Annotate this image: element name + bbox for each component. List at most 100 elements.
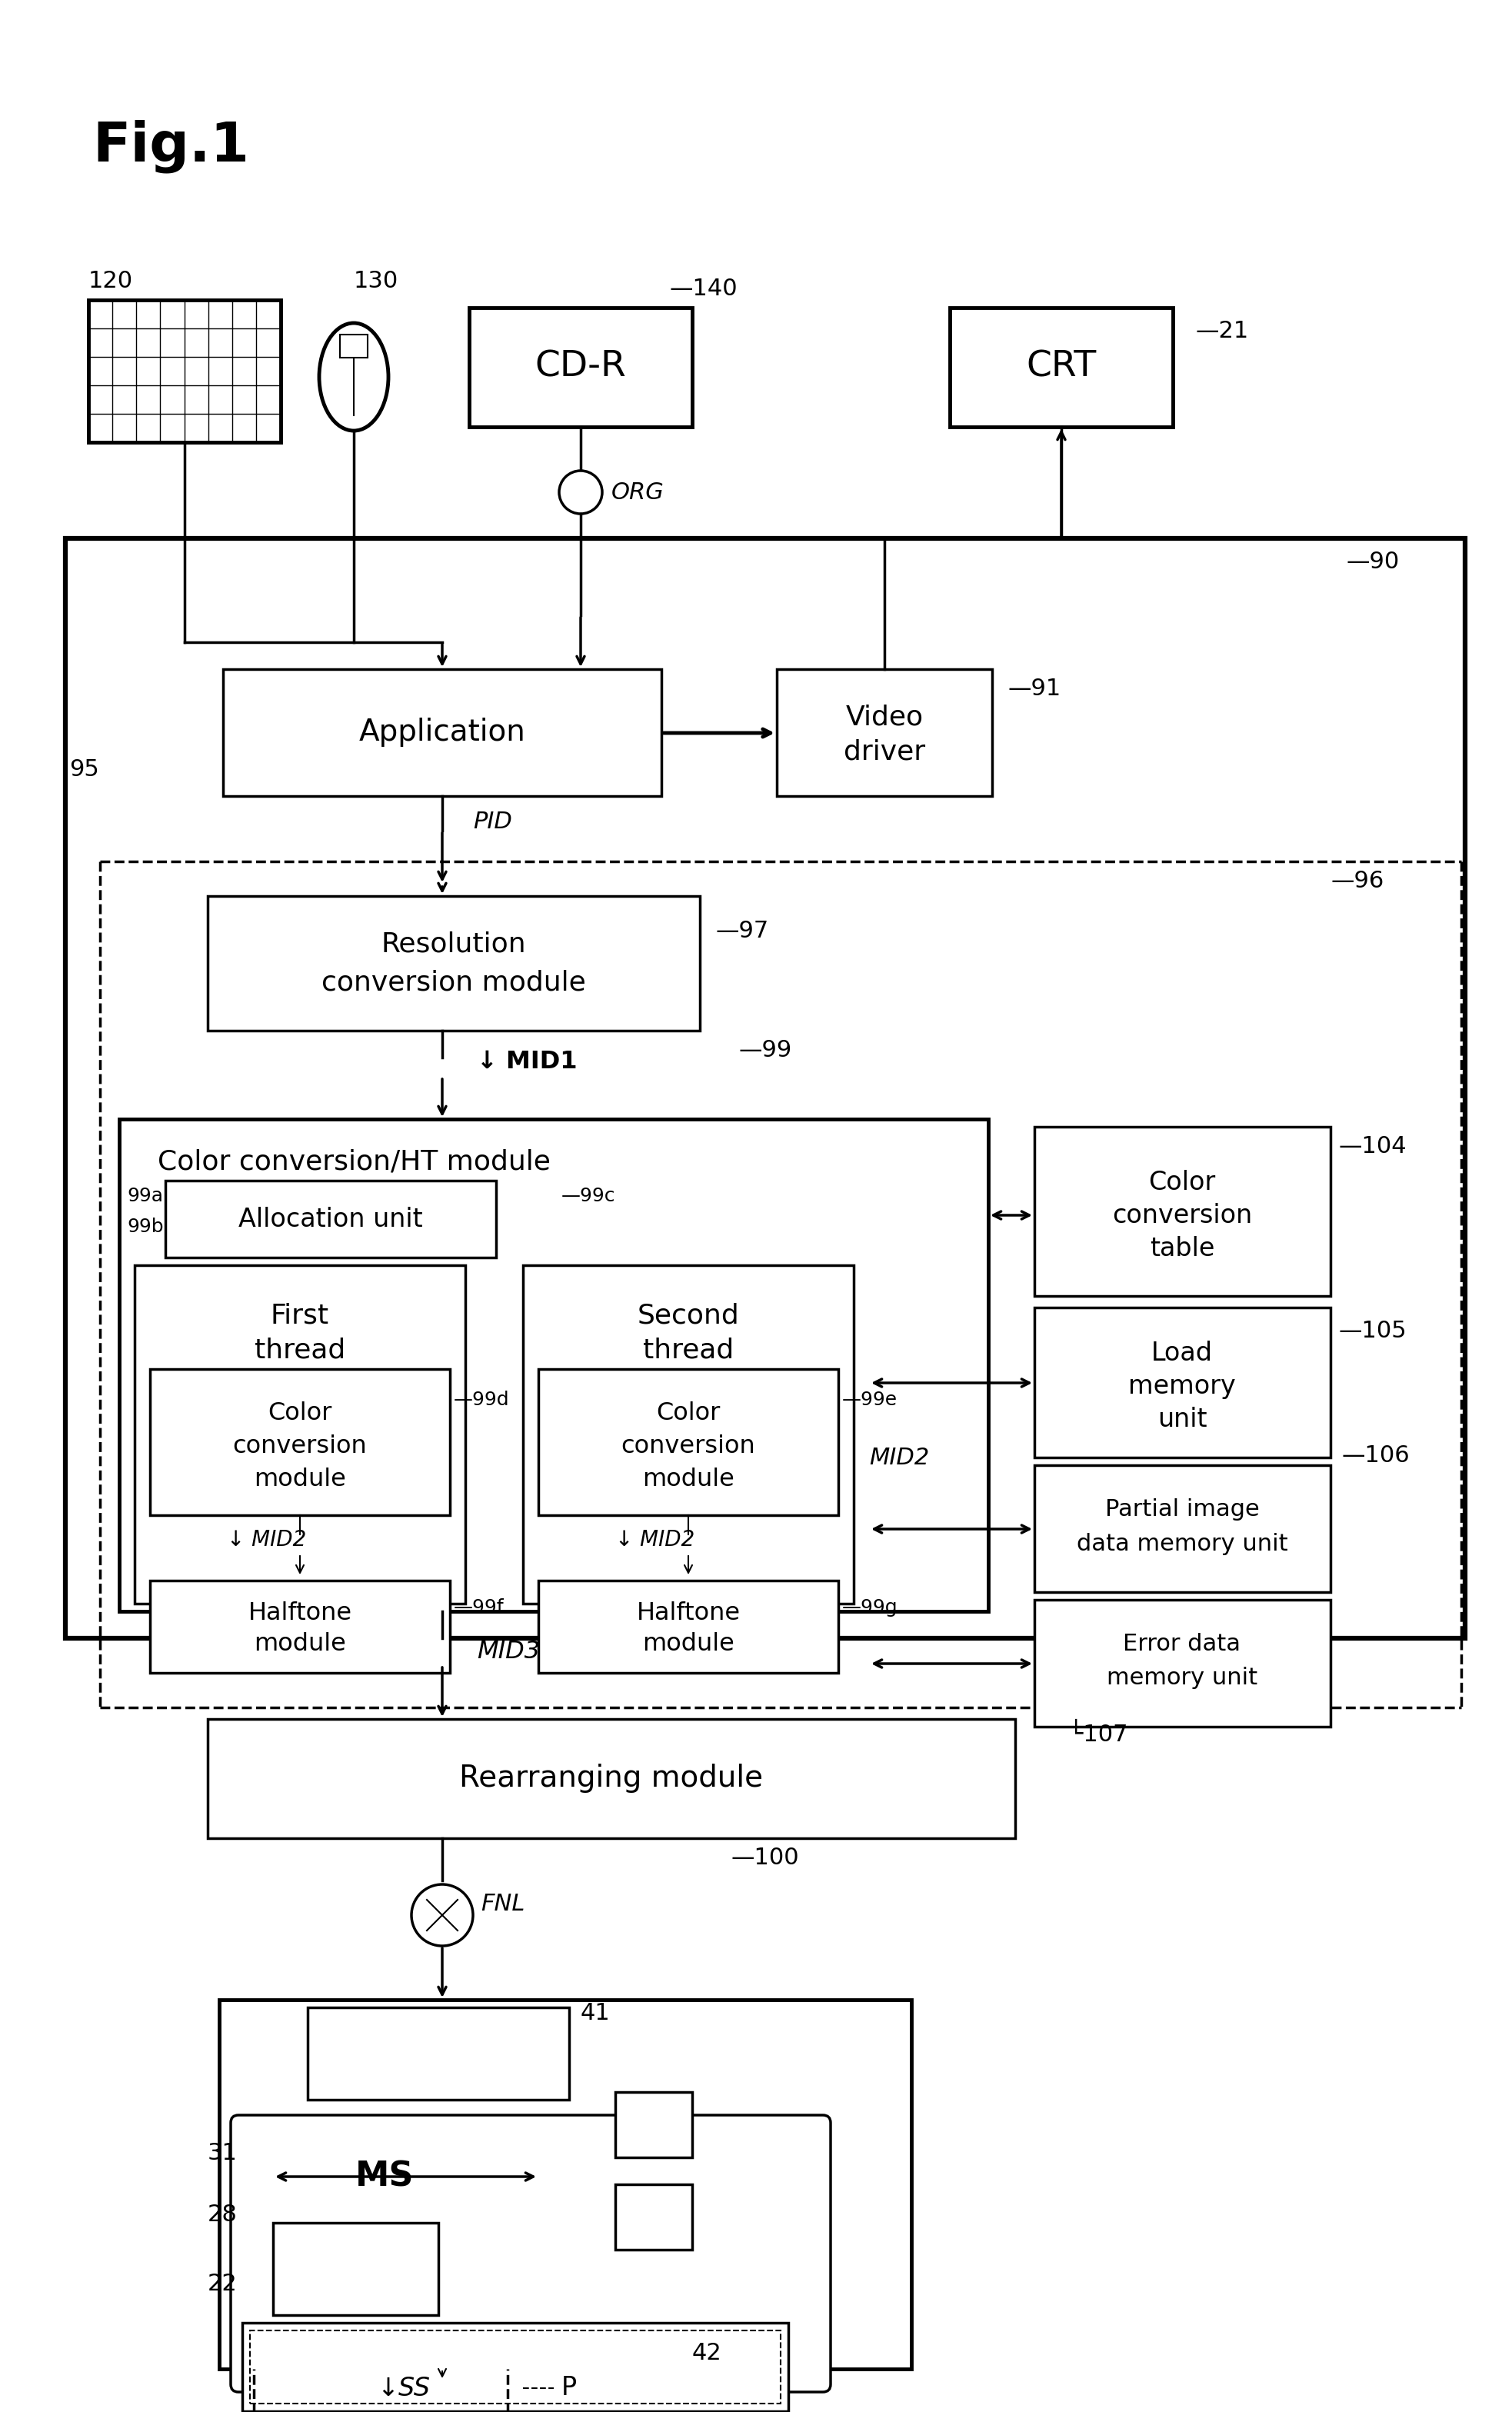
Bar xyxy=(150,1370,451,1515)
Bar xyxy=(65,538,1465,1638)
Bar xyxy=(135,1266,466,1604)
Text: driver: driver xyxy=(844,738,925,765)
Text: CRT: CRT xyxy=(1027,350,1096,384)
Text: unit: unit xyxy=(1157,1406,1207,1433)
Text: Partial image: Partial image xyxy=(1105,1498,1259,1520)
Bar xyxy=(1034,1307,1331,1457)
Text: 22: 22 xyxy=(207,2272,237,2296)
Ellipse shape xyxy=(319,323,389,432)
Text: —21: —21 xyxy=(1196,318,1249,343)
Bar xyxy=(1034,1126,1331,1295)
Bar xyxy=(219,2000,912,2369)
Text: thread: thread xyxy=(254,1336,345,1363)
Text: └107: └107 xyxy=(1069,1722,1128,1746)
Text: Allocation unit: Allocation unit xyxy=(239,1206,423,1233)
Text: Color: Color xyxy=(268,1401,333,1425)
Text: MS: MS xyxy=(355,2161,414,2193)
Text: —105: —105 xyxy=(1338,1319,1406,1341)
Text: module: module xyxy=(254,1631,346,1655)
Text: —106: —106 xyxy=(1343,1445,1411,1466)
Text: —104: —104 xyxy=(1338,1136,1406,1158)
Text: —99f: —99f xyxy=(454,1599,503,1616)
Bar xyxy=(119,1119,989,1611)
Text: 31: 31 xyxy=(207,2142,237,2164)
Bar xyxy=(615,2185,692,2250)
Text: Video: Video xyxy=(845,704,924,731)
Text: conversion: conversion xyxy=(233,1435,367,1457)
FancyBboxPatch shape xyxy=(231,2115,830,2393)
Text: 99a: 99a xyxy=(127,1187,163,1206)
Text: Color: Color xyxy=(1149,1170,1216,1194)
Text: Second: Second xyxy=(637,1302,739,1329)
Bar xyxy=(1034,1464,1331,1592)
Text: 120: 120 xyxy=(88,270,133,292)
Text: ↓ MID2: ↓ MID2 xyxy=(615,1529,694,1551)
Circle shape xyxy=(559,470,602,514)
Text: Load: Load xyxy=(1151,1341,1213,1365)
Bar xyxy=(165,1179,496,1257)
Bar xyxy=(950,309,1173,427)
Text: memory: memory xyxy=(1128,1372,1235,1399)
Text: —99g: —99g xyxy=(842,1599,898,1616)
Bar xyxy=(207,895,700,1030)
Bar xyxy=(207,1720,1015,1838)
Bar xyxy=(469,309,692,427)
Text: memory unit: memory unit xyxy=(1107,1667,1258,1688)
Text: Resolution: Resolution xyxy=(381,931,526,958)
Text: CD-R: CD-R xyxy=(535,350,626,384)
Bar xyxy=(224,668,661,796)
Bar xyxy=(777,668,992,796)
Text: —96: —96 xyxy=(1331,868,1383,892)
Text: First: First xyxy=(271,1302,330,1329)
Text: module: module xyxy=(643,1466,735,1491)
Bar xyxy=(615,2091,692,2156)
Text: ↓SS: ↓SS xyxy=(376,2376,429,2400)
Text: ↓ MID1: ↓ MID1 xyxy=(476,1049,578,1073)
Text: Fig.1: Fig.1 xyxy=(92,121,249,174)
Text: 41: 41 xyxy=(581,2002,611,2024)
Bar xyxy=(274,2224,438,2316)
Text: conversion: conversion xyxy=(621,1435,756,1457)
Bar xyxy=(242,2323,788,2412)
Text: —97: —97 xyxy=(715,919,768,941)
Bar xyxy=(150,1580,451,1674)
Text: module: module xyxy=(254,1466,346,1491)
Text: —99d: —99d xyxy=(454,1392,510,1409)
Text: —100: —100 xyxy=(730,1845,798,1869)
Text: ORG: ORG xyxy=(611,480,664,504)
Text: Rearranging module: Rearranging module xyxy=(460,1763,764,1792)
Text: —140: —140 xyxy=(670,277,738,299)
Text: Error data: Error data xyxy=(1123,1633,1241,1655)
Bar xyxy=(307,2007,569,2101)
Text: thread: thread xyxy=(643,1336,733,1363)
Text: Halftone: Halftone xyxy=(637,1602,741,1626)
Text: 95: 95 xyxy=(70,757,98,781)
Text: 130: 130 xyxy=(354,270,399,292)
Text: FNL: FNL xyxy=(481,1893,525,1915)
Circle shape xyxy=(411,1884,473,1946)
Text: —99: —99 xyxy=(738,1040,792,1061)
Text: Color: Color xyxy=(656,1401,720,1425)
Text: 28: 28 xyxy=(207,2205,237,2226)
Text: —90: —90 xyxy=(1346,550,1399,572)
Text: 42: 42 xyxy=(692,2342,721,2364)
Text: —91: —91 xyxy=(1007,678,1061,699)
Bar xyxy=(249,2330,780,2402)
Bar xyxy=(340,335,367,357)
Text: —99e: —99e xyxy=(842,1392,898,1409)
Text: MID2: MID2 xyxy=(869,1447,930,1469)
Text: module: module xyxy=(643,1631,735,1655)
Text: Halftone: Halftone xyxy=(248,1602,352,1626)
Text: —99c: —99c xyxy=(561,1187,615,1206)
Bar xyxy=(523,1266,854,1604)
Text: 99b: 99b xyxy=(127,1218,163,1235)
Text: Color conversion/HT module: Color conversion/HT module xyxy=(157,1148,550,1175)
Text: conversion module: conversion module xyxy=(322,970,587,996)
Text: PID: PID xyxy=(473,810,513,832)
Text: P: P xyxy=(561,2376,578,2400)
Text: MID3: MID3 xyxy=(476,1640,540,1664)
Bar xyxy=(538,1580,838,1674)
Text: conversion: conversion xyxy=(1111,1204,1252,1228)
Text: table: table xyxy=(1149,1235,1214,1261)
Bar xyxy=(538,1370,838,1515)
